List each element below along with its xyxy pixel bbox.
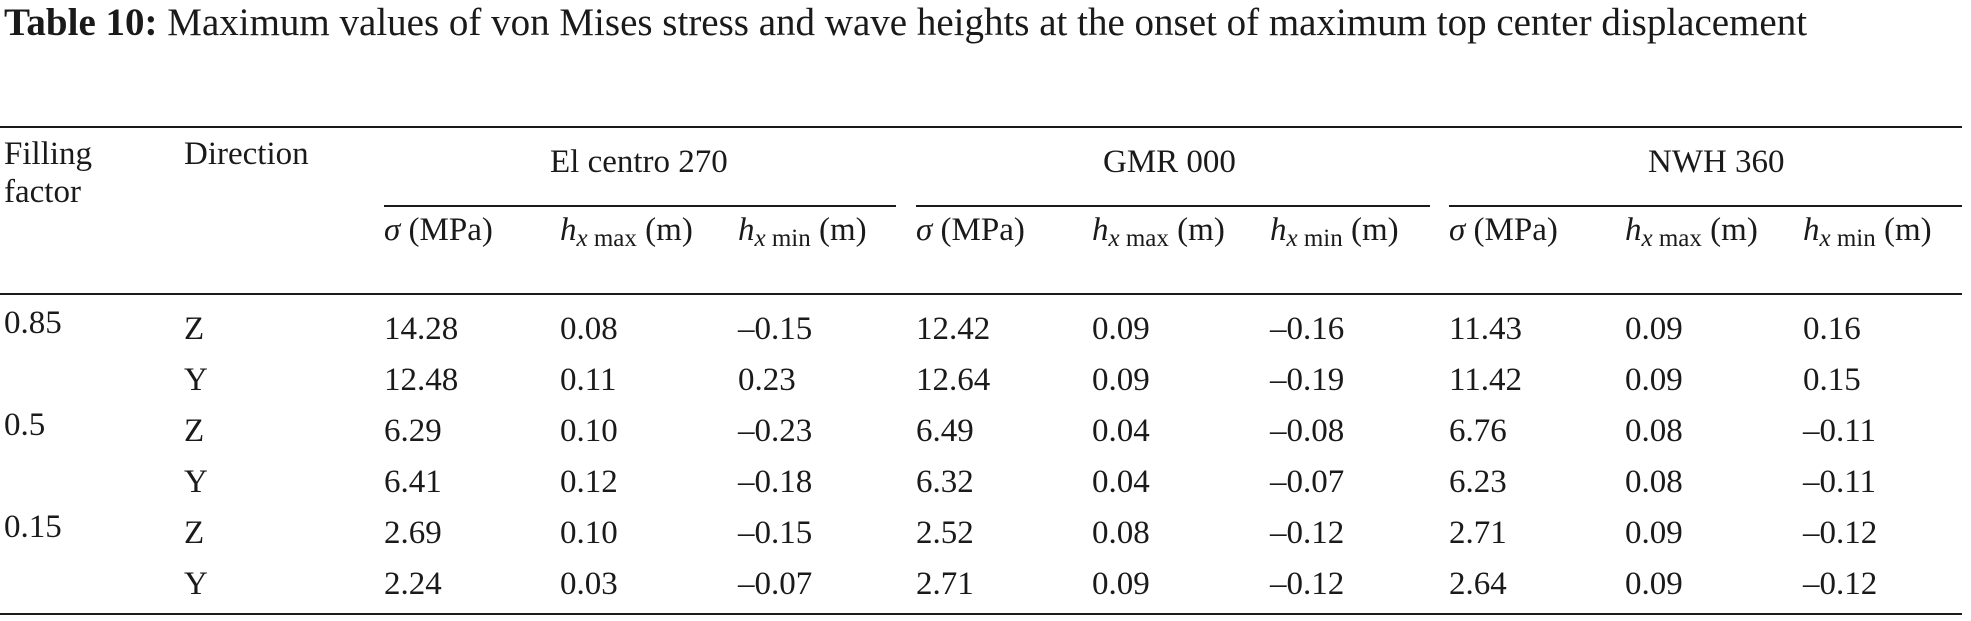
table-cell: 0.04	[1092, 413, 1150, 449]
table-cell: –0.08	[1270, 413, 1345, 449]
table-cell: –0.15	[738, 311, 813, 347]
table-cell: 0.09	[1092, 362, 1150, 398]
group-header-nwh: NWH 360	[1648, 144, 1785, 180]
table-cell: –0.11	[1803, 413, 1877, 449]
sub-header-hmax-gmr: hx max (m)	[1092, 212, 1225, 252]
sub-header-hmin-gmr: hx min (m)	[1270, 212, 1399, 252]
table-bottom-rule	[0, 613, 1962, 615]
table-cell: –0.12	[1270, 515, 1345, 551]
group-rule-nwh	[1449, 205, 1962, 207]
table-cell: –0.07	[738, 566, 813, 602]
table-cell: 0.10	[560, 413, 618, 449]
table-cell: 11.43	[1449, 311, 1523, 347]
table-cell: 0.08	[1625, 464, 1683, 500]
table-cell: –0.12	[1270, 566, 1345, 602]
cell-direction: Y	[184, 362, 208, 398]
table-cell: 0.09	[1092, 566, 1150, 602]
group-header-gmr: GMR 000	[1103, 144, 1236, 180]
sub-header-hmax-nwh: hx max (m)	[1625, 212, 1758, 252]
sub-header-sigma-el-centro: σ (MPa)	[384, 212, 493, 248]
table-cell: 0.08	[560, 311, 618, 347]
sub-header-hmax-el-centro: hx max (m)	[560, 212, 693, 252]
table-cell: –0.12	[1803, 566, 1878, 602]
caption-text: Maximum values of von Mises stress and w…	[167, 1, 1808, 44]
sub-header-sigma-nwh: σ (MPa)	[1449, 212, 1558, 248]
table-cell: 2.24	[384, 566, 442, 602]
table-cell: –0.11	[1803, 464, 1877, 500]
table-cell: 6.29	[384, 413, 442, 449]
table-cell: 6.41	[384, 464, 442, 500]
group-rule-gmr	[916, 205, 1430, 207]
table-cell: 2.52	[916, 515, 974, 551]
table-cell: 0.09	[1625, 311, 1683, 347]
group-header-el-centro: El centro 270	[550, 144, 728, 180]
cell-direction: Y	[184, 566, 208, 602]
table-cell: –0.18	[738, 464, 813, 500]
table-cell: –0.07	[1270, 464, 1345, 500]
table-cell: 0.03	[560, 566, 618, 602]
table-cell: –0.19	[1270, 362, 1345, 398]
table-cell: 6.49	[916, 413, 974, 449]
table-cell: 14.28	[384, 311, 459, 347]
table-cell: 2.64	[1449, 566, 1507, 602]
table-cell: 2.71	[916, 566, 974, 602]
table-cell: –0.16	[1270, 311, 1345, 347]
table-cell: –0.15	[738, 515, 813, 551]
table-cell: 12.64	[916, 362, 991, 398]
table-cell: 0.12	[560, 464, 618, 500]
table-cell: 0.09	[1092, 311, 1150, 347]
table-cell: 12.42	[916, 311, 991, 347]
cell-direction: Z	[184, 515, 205, 551]
table-cell: 0.11	[560, 362, 617, 398]
group-rule-el-centro	[384, 205, 896, 207]
cell-direction: Y	[184, 464, 208, 500]
header-filling-factor: Filling factor	[4, 136, 93, 210]
table-cell: 0.10	[560, 515, 618, 551]
table-cell: 0.08	[1092, 515, 1150, 551]
table-cell: 0.15	[1803, 362, 1861, 398]
table-cell: 0.23	[738, 362, 796, 398]
table-caption: Table 10: Maximum values of von Mises st…	[4, 0, 1964, 46]
table-cell: 6.23	[1449, 464, 1507, 500]
cell-filling-factor: 0.5	[4, 407, 46, 443]
cell-filling-factor: 0.85	[4, 305, 62, 341]
table-cell: 2.71	[1449, 515, 1507, 551]
caption-label: Table 10:	[4, 1, 158, 44]
table-cell: 0.04	[1092, 464, 1150, 500]
table-cell: 0.09	[1625, 362, 1683, 398]
cell-direction: Z	[184, 413, 205, 449]
header-direction: Direction	[184, 136, 309, 172]
cell-filling-factor: 0.15	[4, 509, 62, 545]
table-header-rule	[0, 293, 1962, 295]
table-cell: 12.48	[384, 362, 459, 398]
table-cell: 2.69	[384, 515, 442, 551]
sub-header-sigma-gmr: σ (MPa)	[916, 212, 1025, 248]
table-cell: –0.12	[1803, 515, 1878, 551]
table-cell: 0.16	[1803, 311, 1861, 347]
sub-header-hmin-nwh: hx min (m)	[1803, 212, 1932, 252]
table-cell: 0.08	[1625, 413, 1683, 449]
table-cell: 6.32	[916, 464, 974, 500]
table-cell: –0.23	[738, 413, 813, 449]
table-cell: 0.09	[1625, 515, 1683, 551]
cell-direction: Z	[184, 311, 205, 347]
sub-header-hmin-el-centro: hx min (m)	[738, 212, 867, 252]
table-cell: 0.09	[1625, 566, 1683, 602]
table-cell: 11.42	[1449, 362, 1523, 398]
table-top-rule	[0, 126, 1962, 128]
table-cell: 6.76	[1449, 413, 1507, 449]
